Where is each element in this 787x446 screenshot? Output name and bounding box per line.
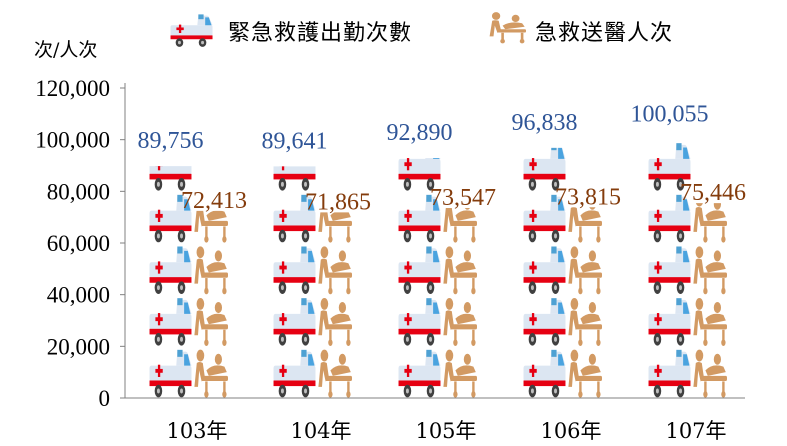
legend-label-hospital-transport: 急救送醫人次 <box>535 21 673 46</box>
ambulance-dispatch-bar <box>523 147 566 398</box>
stretcher-icon <box>194 297 228 346</box>
legend-stretcher-icon <box>489 12 526 44</box>
x-category-label: 106年 <box>540 419 601 443</box>
data-label-ambulance-dispatch: 96,838 <box>512 110 578 136</box>
y-tick-label: 80,000 <box>47 179 110 204</box>
ambulance-icon <box>523 298 566 346</box>
data-label-ambulance-dispatch: 100,055 <box>631 102 709 128</box>
data-label-ambulance-dispatch: 92,890 <box>387 120 453 146</box>
ambulance-dispatch-bar <box>648 143 691 398</box>
data-label-hospital-transport: 73,547 <box>430 185 496 211</box>
ambulance-icon <box>523 349 566 398</box>
ambulance-icon <box>523 246 566 294</box>
y-tick-labels: 0 20,000 40,000 60,000 80,000 100,000 120,000 <box>35 76 125 411</box>
ambulance-icon <box>648 349 691 398</box>
y-tick-label: 60,000 <box>47 231 110 256</box>
x-category-label: 104年 <box>290 419 351 443</box>
legend-ambulance-icon <box>170 14 213 47</box>
legend: 緊急救護出勤次數 急救送醫人次 <box>170 12 673 47</box>
x-category-label: 105年 <box>415 419 476 443</box>
ambulance-icon <box>273 298 316 346</box>
ambulance-icon <box>648 246 691 294</box>
x-category-labels: 103年 104年 105年 106年 107年 <box>166 419 726 443</box>
data-label-hospital-transport: 71,865 <box>305 189 371 215</box>
stretcher-icon <box>568 246 602 295</box>
y-tick-label: 40,000 <box>47 283 110 308</box>
hospital-transport-bar <box>568 207 602 398</box>
stretcher-icon <box>318 349 352 398</box>
ambulance-icon <box>398 349 441 398</box>
stretcher-icon <box>693 297 727 346</box>
legend-label-ambulance-dispatch: 緊急救護出勤次數 <box>228 21 412 46</box>
stretcher-icon <box>194 349 228 398</box>
stretcher-icon <box>443 297 477 346</box>
stretcher-icon <box>443 246 477 295</box>
ambulance-icon <box>398 298 441 346</box>
ambulance-icon <box>398 246 441 294</box>
stretcher-icon <box>443 349 477 398</box>
ambulance-icon <box>648 298 691 346</box>
ambulance-icon <box>398 158 441 191</box>
y-tick-label: 0 <box>99 386 111 411</box>
stretcher-icon <box>568 297 602 346</box>
data-label-hospital-transport: 73,815 <box>555 184 621 210</box>
stretcher-icon <box>443 143 477 191</box>
ambulance-icon <box>149 246 192 294</box>
data-label-hospital-transport: 75,446 <box>680 180 746 206</box>
stretcher-icon <box>318 246 352 295</box>
y-tick-label: 20,000 <box>47 334 110 359</box>
stretcher-icon <box>568 349 602 398</box>
stretcher-icon <box>194 246 228 295</box>
data-labels: 89,756 72,413 89,641 71,865 92,890 73,547 96,8… <box>138 102 747 216</box>
x-category-label: 103年 <box>166 419 227 443</box>
data-label-ambulance-dispatch: 89,641 <box>262 128 328 154</box>
ambulance-icon <box>149 298 192 346</box>
y-tick-label: 100,000 <box>35 128 110 153</box>
data-label-ambulance-dispatch: 89,756 <box>138 128 204 154</box>
x-category-label: 107年 <box>665 419 726 443</box>
stretcher-icon <box>318 297 352 346</box>
y-tick-label: 120,000 <box>35 76 110 101</box>
y-unit-label: 次/人次 <box>34 39 97 61</box>
ambulance-icon <box>149 349 192 398</box>
data-label-hospital-transport: 72,413 <box>181 188 247 214</box>
ambulance-icon <box>273 246 316 294</box>
stretcher-icon <box>693 246 727 295</box>
ambulance-icon <box>273 349 316 398</box>
stretcher-icon <box>693 349 727 398</box>
hospital-transport-bar <box>693 203 727 398</box>
